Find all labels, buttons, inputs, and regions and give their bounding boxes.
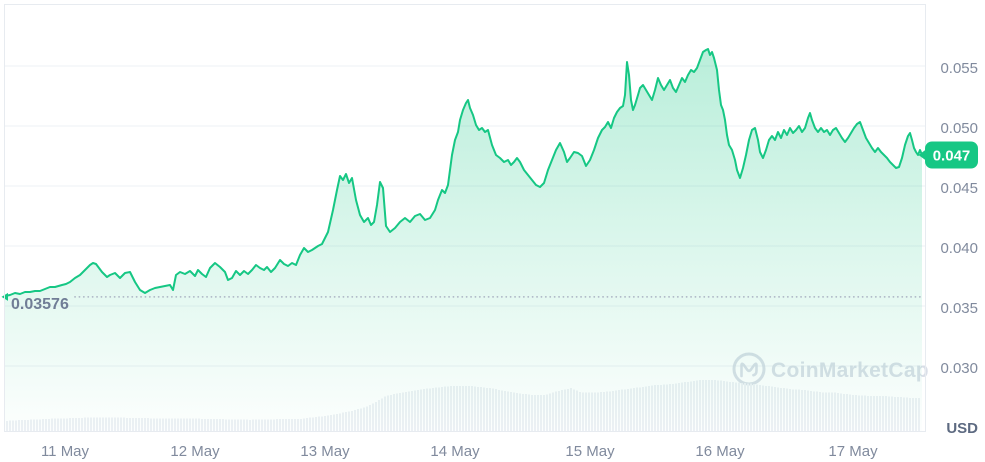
y-tick-0055: 0.055 (940, 60, 978, 77)
y-tick-0040: 0.040 (940, 240, 978, 257)
open-price-label: 0.03576 (11, 296, 69, 313)
x-tick-14may: 14 May (430, 443, 480, 460)
x-tick-12may: 12 May (170, 443, 220, 460)
y-tick-0050: 0.050 (940, 120, 978, 137)
y-tick-0045: 0.045 (940, 180, 978, 197)
currency-unit-label: USD (946, 420, 978, 437)
y-tick-0035: 0.035 (940, 300, 978, 317)
x-tick-15may: 15 May (565, 443, 615, 460)
y-tick-0030: 0.030 (940, 360, 978, 377)
price-line (4, 48, 923, 297)
y-axis: 0.055 0.050 0.045 0.040 0.035 0.030 USD (940, 60, 978, 437)
badge-arrow-icon (918, 149, 926, 161)
x-tick-13may: 13 May (300, 443, 350, 460)
chart-frame (4, 4, 926, 432)
x-axis: 11 May 12 May 13 May 14 May 15 May 16 Ma… (41, 443, 878, 460)
price-area-fill (5, 49, 922, 432)
x-tick-11may: 11 May (41, 443, 90, 460)
x-tick-17may: 17 May (828, 443, 878, 460)
current-price-value: 0.047 (933, 148, 971, 165)
x-tick-16may: 16 May (695, 443, 745, 460)
current-price-badge: 0.047 (918, 141, 978, 169)
